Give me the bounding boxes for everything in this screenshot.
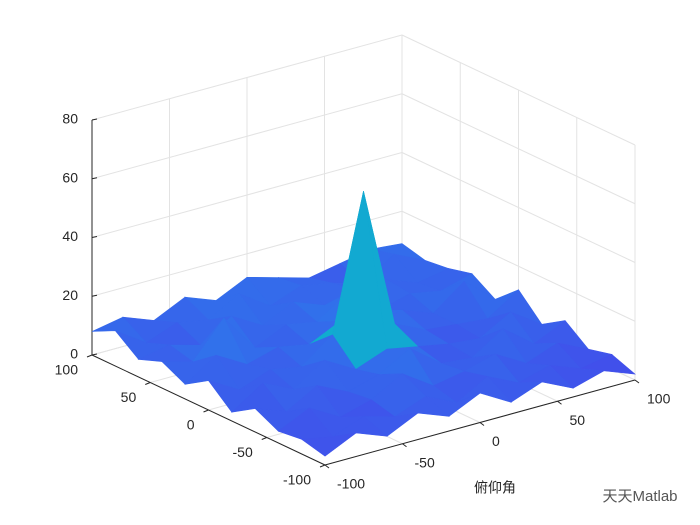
grid-line [401,93,636,205]
surface-cell [300,432,357,457]
tick-mark [91,118,98,121]
x-tick-label: 0 [492,433,500,449]
tick-mark [634,379,640,384]
grid-line [401,152,636,263]
tick-mark [91,294,98,297]
y-tick-label: -100 [283,472,311,488]
y-tick-label: 50 [121,389,137,405]
y-tick-label: -50 [233,444,253,460]
tick-mark [479,422,485,426]
tick-mark [145,382,151,385]
x-tick-label: -50 [415,454,435,470]
grid-line [401,34,636,146]
x-axis-label: 俯仰角 [474,480,516,496]
z-tick-label: 20 [62,287,78,303]
grid-line [91,93,403,180]
z-tick-label: 0 [70,346,78,362]
x-tick-label: 100 [647,391,671,407]
tick-mark [86,354,93,358]
z-tick-label: 60 [62,169,78,185]
grid-line [91,152,403,238]
y-tick-label: 100 [55,362,79,378]
tick-mark [91,236,98,238]
tick-mark [324,464,330,469]
grid-line [91,34,403,121]
tick-mark [557,400,562,405]
tick-mark [91,353,98,356]
tick-mark [402,443,407,448]
tick-mark [203,409,209,413]
z-tick-label: 40 [62,228,78,244]
x-tick-label: -100 [337,476,365,492]
x-tick-label: 50 [570,412,586,428]
grid-line [91,210,403,297]
tick-mark [319,464,326,468]
tick-mark [91,177,98,180]
grid-line [401,210,636,322]
y-tick-label: 0 [187,417,195,433]
tick-mark [261,437,267,440]
watermark: 天天Matlab [602,488,677,505]
z-tick-label: 80 [62,111,78,127]
